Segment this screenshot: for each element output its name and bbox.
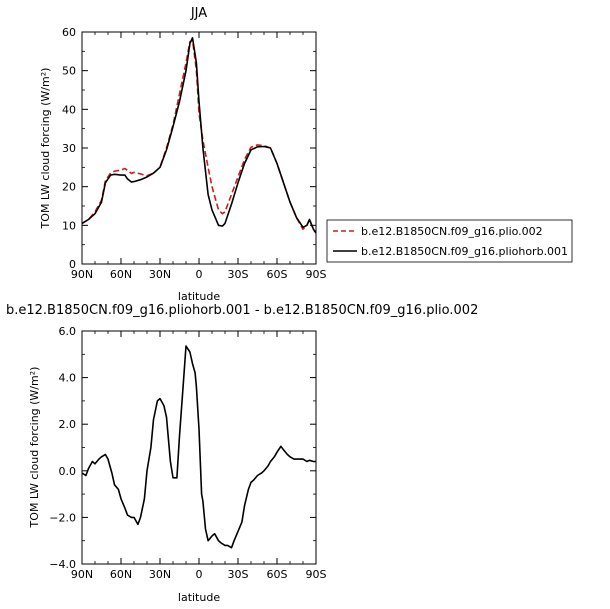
top-chart-title: JJA: [190, 6, 207, 21]
bottom-panel: b.e12.B1850CN.f09_g16.pliohorb.001 - b.e…: [6, 303, 478, 604]
bottom-x-axis-label: latitude: [178, 591, 220, 604]
bottom-x-tick-label: 60S: [267, 568, 288, 581]
bottom-y-tick-label: 2.0: [59, 418, 77, 431]
bottom-y-tick-label: −4.0: [49, 558, 76, 571]
top-y-tick-label: 0: [69, 258, 76, 271]
bottom-x-tick-label: 30S: [228, 568, 249, 581]
top-y-tick-label: 20: [62, 181, 76, 194]
bottom-x-tick-label: 90N: [71, 568, 93, 581]
top-x-tick-label: 90N: [71, 268, 93, 281]
legend-label-plio: b.e12.B1850CN.f09_g16.plio.002: [361, 225, 543, 238]
top-panel: JJA TOM LW cloud forcing (W/m²) latitude…: [39, 6, 327, 303]
bottom-x-tick-label: 0: [196, 568, 203, 581]
top-x-tick-label: 0: [196, 268, 203, 281]
bottom-x-tick-label: 90S: [306, 568, 327, 581]
bottom-chart-title: b.e12.B1850CN.f09_g16.pliohorb.001 - b.e…: [6, 303, 478, 318]
top-y-tick-label: 50: [62, 65, 76, 78]
top-tick-layer: 90N 60N 30N 0 30S 60S 90S 0 10 20 30 40 50 60: [62, 26, 327, 281]
top-y-tick-label: 10: [62, 219, 76, 232]
legend-box: [326, 219, 573, 263]
bottom-x-tick-label: 60N: [110, 568, 132, 581]
top-series-layer: [81, 36, 317, 234]
top-y-tick-label: 60: [62, 26, 76, 39]
top-x-tick-label: 60S: [267, 268, 288, 281]
top-y-tick-label: 30: [62, 142, 76, 155]
bottom-y-tick-label: 0.0: [59, 465, 77, 478]
bottom-y-axis-label: TOM LW cloud forcing (W/m²): [28, 367, 41, 529]
legend: b.e12.B1850CN.f09_g16.plio.002 b.e12.B18…: [326, 219, 573, 263]
top-y-axis-label: TOM LW cloud forcing (W/m²): [39, 68, 52, 230]
bottom-series-layer: [81, 345, 316, 549]
bottom-x-tick-label: 30N: [149, 568, 171, 581]
top-x-tick-label: 30N: [149, 268, 171, 281]
legend-label-pliohorb: b.e12.B1850CN.f09_g16.pliohorb.001: [361, 245, 568, 258]
bottom-plot-frame: [81, 330, 317, 565]
bottom-y-tick-label: −2.0: [49, 511, 76, 524]
bottom-y-tick-label: 4.0: [59, 372, 77, 385]
top-plot-frame: [81, 31, 317, 265]
bottom-series-line-0: [81, 345, 316, 549]
top-x-tick-label: 30S: [228, 268, 249, 281]
top-series-line-0: [81, 38, 317, 234]
top-x-tick-label: 60N: [110, 268, 132, 281]
bottom-y-tick-label: 6.0: [59, 325, 77, 338]
top-series-line-1: [81, 36, 317, 234]
top-y-tick-label: 40: [62, 103, 76, 116]
top-x-axis-label: latitude: [178, 290, 220, 303]
bottom-tick-layer: 90N 60N 30N 0 30S 60S 90S −4.0 −2.0 0.0 2.0 4.0 6.0: [49, 325, 326, 581]
top-x-tick-label: 90S: [306, 268, 327, 281]
